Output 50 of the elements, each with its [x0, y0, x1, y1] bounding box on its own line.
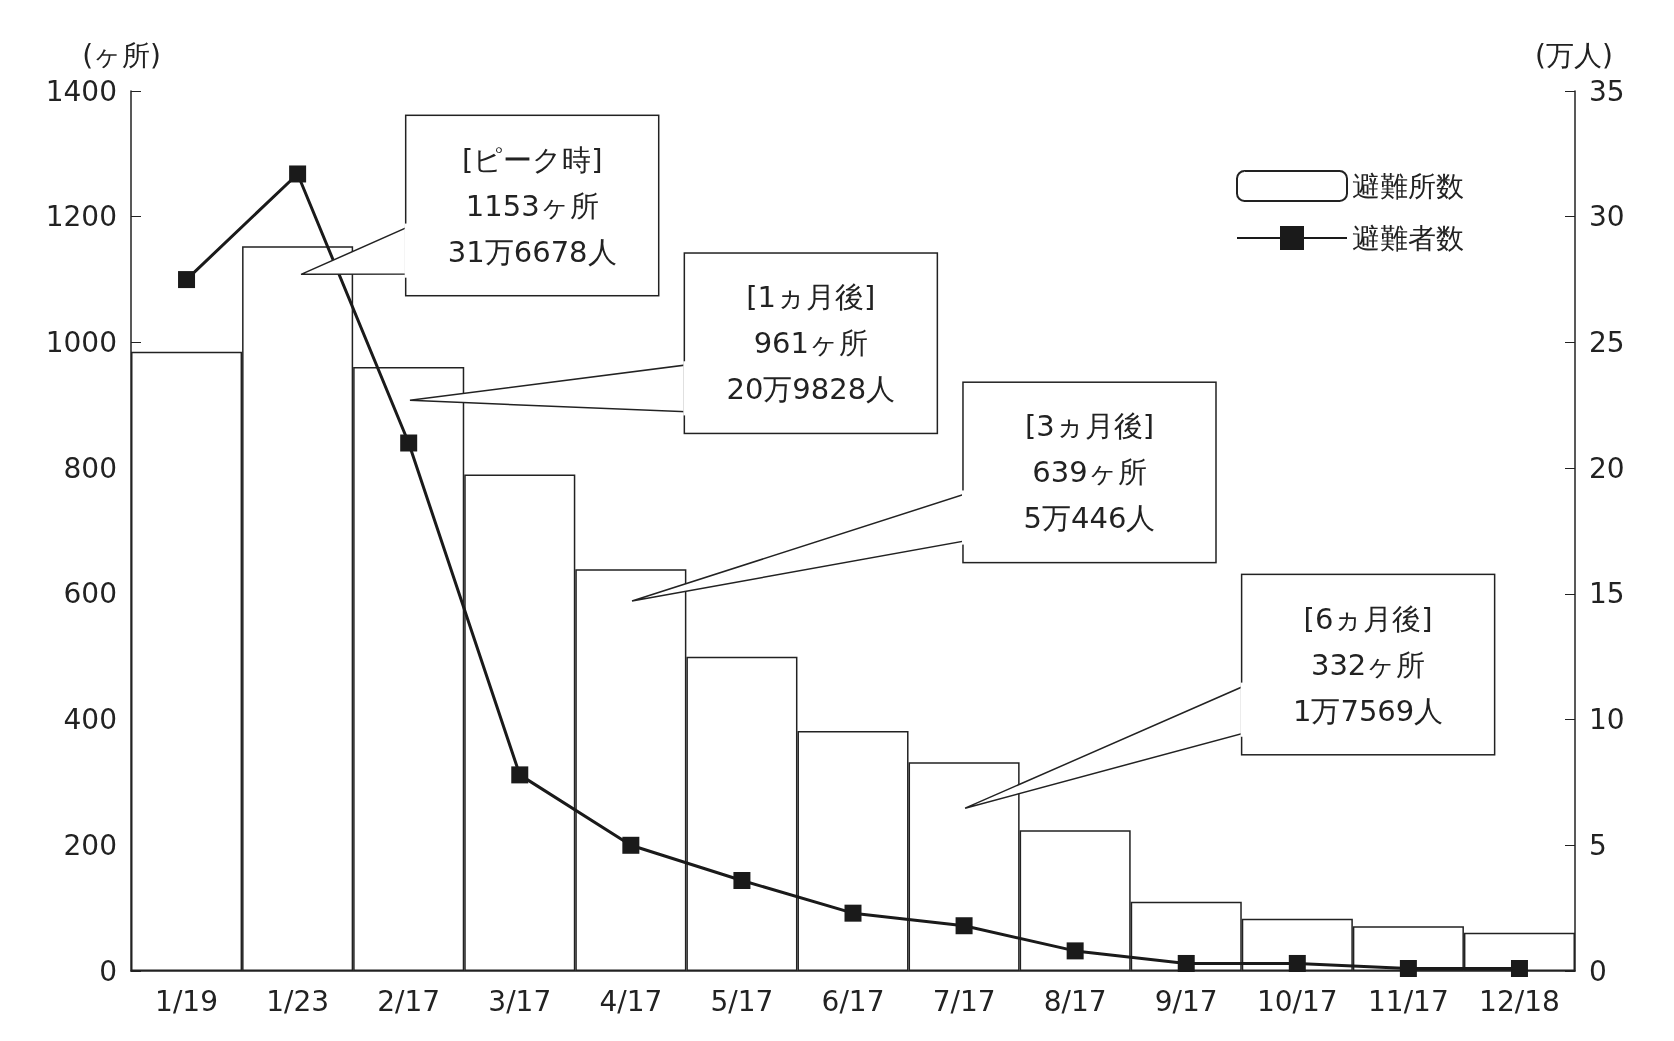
x-tick-label: 5/17	[710, 984, 774, 1018]
y-tick-label: 0	[99, 954, 117, 988]
x-tick-label: 2/17	[377, 984, 441, 1018]
annotation: [6ヵ月後] 332ヶ所 1万7569人	[1293, 601, 1444, 728]
x-tick-label: 12/18	[1479, 984, 1560, 1018]
y-tick-label: 1400	[45, 74, 117, 108]
x-tick-label: 9/17	[1154, 984, 1218, 1018]
x-tick-label: 4/17	[599, 984, 663, 1018]
y2-tick-label: 15	[1589, 577, 1625, 611]
y2-tick-label: 10	[1589, 703, 1625, 737]
x-tick-label: 3/17	[488, 984, 552, 1018]
x-tick-label: 6/17	[821, 984, 885, 1018]
point	[1177, 954, 1195, 972]
point	[955, 917, 973, 935]
x-tick-label: 8/17	[1043, 984, 1107, 1018]
annotation: [1ヵ月後] 961ヶ所 20万9828人	[726, 280, 896, 407]
y-tick-label: 400	[63, 703, 117, 737]
y2-tick-label: 20	[1589, 451, 1625, 485]
y2-tick-label: 0	[1589, 954, 1607, 988]
y-tick-label: 200	[63, 828, 117, 862]
y2-tick-label: 35	[1589, 74, 1625, 108]
x-tick-label: 11/17	[1368, 984, 1449, 1018]
y2-tick-label: 30	[1589, 200, 1625, 234]
y-tick-label: 1200	[45, 200, 117, 234]
point	[844, 904, 862, 922]
annotation: [ピーク時] 1153ヶ所 31万6678人	[447, 142, 617, 269]
point	[733, 871, 751, 889]
y2-axis-title: (万人)	[1535, 38, 1613, 72]
point	[178, 271, 196, 289]
y2-tick-label: 25	[1589, 325, 1625, 359]
annotation: [3ヵ月後] 639ヶ所 5万446人	[1023, 409, 1156, 536]
y-axis-title: (ヶ所)	[82, 38, 161, 72]
point	[511, 766, 529, 784]
y-tick-label: 800	[63, 451, 117, 485]
x-tick-label: 1/23	[266, 984, 330, 1018]
point	[400, 434, 418, 452]
point	[1399, 959, 1417, 977]
x-tick-label: 10/17	[1256, 984, 1338, 1018]
point	[622, 836, 640, 854]
legend-label: 避難所数	[1352, 169, 1464, 203]
y-tick-label: 1000	[45, 325, 117, 359]
x-tick-label: 7/17	[932, 984, 996, 1018]
y2-tick-label: 5	[1589, 828, 1607, 862]
point	[1288, 954, 1306, 972]
point	[289, 165, 307, 183]
point	[1510, 959, 1528, 977]
point	[1066, 942, 1084, 960]
y-tick-label: 600	[63, 577, 117, 611]
x-tick-label: 1/19	[155, 984, 218, 1018]
legend-label: 避難者数	[1352, 221, 1464, 255]
